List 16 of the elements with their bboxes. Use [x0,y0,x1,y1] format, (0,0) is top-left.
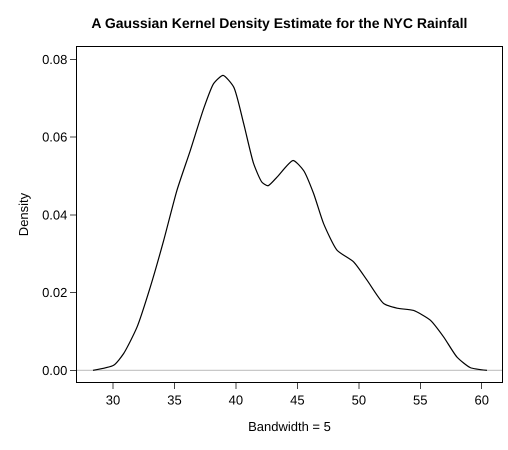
x-tick-label: 60 [474,392,489,408]
x-tick-label: 55 [413,392,428,408]
y-tick-label: 0.02 [42,285,68,300]
x-tick-label: 35 [167,392,182,408]
line-series [92,74,488,371]
x-tick-label: 30 [106,392,120,408]
x-tick-label: 45 [290,392,305,408]
x-tick-label: 40 [228,392,244,408]
x-tick-label: 50 [352,392,366,408]
y-tick-label: 0.06 [42,130,68,145]
chart-title: A Gaussian Kernel Density Estimate for the NYC Rainfall [91,14,468,31]
x-axis-title: Bandwidth = 5 [248,419,331,434]
y-tick-label: 0.00 [42,362,68,378]
y-tick-label: 0.04 [42,207,68,222]
y-tick-label: 0.08 [42,52,68,67]
y-axis-title: Density [16,192,32,236]
